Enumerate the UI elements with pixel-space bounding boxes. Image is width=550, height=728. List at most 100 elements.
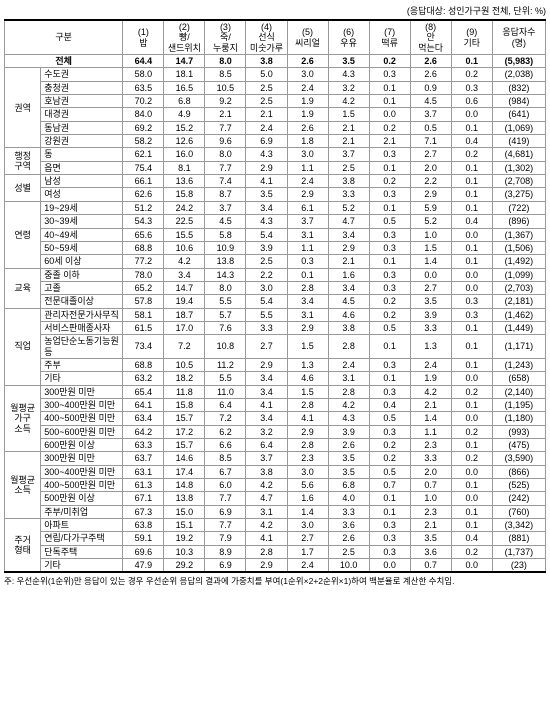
cell: 14.6 xyxy=(164,452,205,465)
cell: 3.8 xyxy=(246,465,287,478)
cell: 4.6 xyxy=(328,308,369,321)
cell: (1,492) xyxy=(492,255,545,268)
cell: 2.7 xyxy=(410,148,451,161)
cell: 6.2 xyxy=(205,425,246,438)
cell: 8.5 xyxy=(205,68,246,81)
col-6: (6)우유 xyxy=(328,20,369,55)
cell: 2.7 xyxy=(287,532,328,545)
cell: 2.1 xyxy=(328,135,369,148)
cell: 63.5 xyxy=(123,81,164,94)
cell: 0.3 xyxy=(369,385,410,398)
cell: 0.3 xyxy=(369,358,410,371)
cell: 15.0 xyxy=(164,505,205,518)
header-rowhead: 구분 xyxy=(5,20,123,55)
cell: 0.5 xyxy=(410,121,451,134)
cell: 54.3 xyxy=(123,215,164,228)
cell: 10.3 xyxy=(164,545,205,558)
cell: 8.9 xyxy=(205,545,246,558)
cell: 0.1 xyxy=(451,505,492,518)
cell: 2.0 xyxy=(410,465,451,478)
cell: (1,449) xyxy=(492,321,545,334)
cell: 1.5 xyxy=(410,241,451,254)
cell: 0.3 xyxy=(369,545,410,558)
cell: 2.1 xyxy=(205,108,246,121)
cell: 4.1 xyxy=(246,175,287,188)
data-table: 구분 (1)밥 (2)빵/샌드위치 (3)죽/누룽지 (4)선식미숫가루 (5)… xyxy=(4,19,546,573)
cell: 84.0 xyxy=(123,108,164,121)
cell: 2.1 xyxy=(246,108,287,121)
cell: 3.3 xyxy=(328,505,369,518)
cell: 0.0 xyxy=(451,268,492,281)
cell: (2,181) xyxy=(492,295,545,308)
cell: 1.0 xyxy=(410,228,451,241)
cell: 2.8 xyxy=(328,385,369,398)
cell: 0.0 xyxy=(451,372,492,385)
cell: 29.2 xyxy=(164,559,205,573)
cell: (1,180) xyxy=(492,412,545,425)
cell: 10.9 xyxy=(205,241,246,254)
cell: (1,302) xyxy=(492,161,545,174)
col-2: (2)빵/샌드위치 xyxy=(164,20,205,55)
cell: 69.2 xyxy=(123,121,164,134)
cell: 12.6 xyxy=(164,135,205,148)
table-body: 전체64.414.78.03.82.63.50.22.60.1(5,983)권역… xyxy=(5,55,546,573)
cell: 0.3 xyxy=(369,228,410,241)
cell: 58.2 xyxy=(123,135,164,148)
cell: 3.4 xyxy=(328,281,369,294)
cell: 10.6 xyxy=(164,241,205,254)
cell: 2.9 xyxy=(287,425,328,438)
cell: 1.7 xyxy=(287,545,328,558)
cell: 0.3 xyxy=(369,519,410,532)
row-label: 600만원 이상 xyxy=(41,439,123,452)
cell: 0.1 xyxy=(451,255,492,268)
cell: (2,140) xyxy=(492,385,545,398)
cell: 8.7 xyxy=(205,188,246,201)
cell: 4.2 xyxy=(328,398,369,411)
cell: 0.1 xyxy=(369,201,410,214)
cell: 5.6 xyxy=(287,479,328,492)
cell: 0.1 xyxy=(451,519,492,532)
cell: 2.6 xyxy=(328,532,369,545)
cell: 0.3 xyxy=(369,68,410,81)
cell: 4.2 xyxy=(246,479,287,492)
cell: 11.8 xyxy=(164,385,205,398)
row-label: 50~59세 xyxy=(41,241,123,254)
cell: 3.7 xyxy=(205,201,246,214)
cell: 0.1 xyxy=(451,188,492,201)
cell: 5.2 xyxy=(410,215,451,228)
row-label: 주부 xyxy=(41,358,123,371)
cell: 3.1 xyxy=(287,228,328,241)
cell: 5.9 xyxy=(410,201,451,214)
cell: 0.1 xyxy=(369,335,410,359)
cell: 3.9 xyxy=(328,425,369,438)
cell: 0.3 xyxy=(369,268,410,281)
cell: 1.4 xyxy=(410,255,451,268)
cell: 2.7 xyxy=(410,281,451,294)
cell: 67.1 xyxy=(123,492,164,505)
cell: 65.2 xyxy=(123,281,164,294)
cell: 4.9 xyxy=(164,108,205,121)
cell: 75.4 xyxy=(123,161,164,174)
row-label: 주부/미취업 xyxy=(41,505,123,518)
cell: 1.3 xyxy=(287,358,328,371)
cell: 4.5 xyxy=(205,215,246,228)
col-5: (5)씨리얼 xyxy=(287,20,328,55)
row-label: 동 xyxy=(41,148,123,161)
cell: 5.5 xyxy=(246,308,287,321)
col-8: (8)안먹는다 xyxy=(410,20,451,55)
cell: 19.2 xyxy=(164,532,205,545)
row-label: 전문대졸이상 xyxy=(41,295,123,308)
cell: (1,243) xyxy=(492,358,545,371)
cell: 2.1 xyxy=(328,255,369,268)
cell: 2.4 xyxy=(246,121,287,134)
cell: 1.0 xyxy=(410,492,451,505)
cell: 2.5 xyxy=(328,161,369,174)
cell: 2.1 xyxy=(369,135,410,148)
cell: 6.9 xyxy=(246,135,287,148)
cell: 0.4 xyxy=(451,215,492,228)
cell: 0.1 xyxy=(451,175,492,188)
cell: 2.9 xyxy=(328,241,369,254)
cell: 2.1 xyxy=(410,519,451,532)
cell: 9.2 xyxy=(205,95,246,108)
group-head: 직업 xyxy=(5,308,41,385)
